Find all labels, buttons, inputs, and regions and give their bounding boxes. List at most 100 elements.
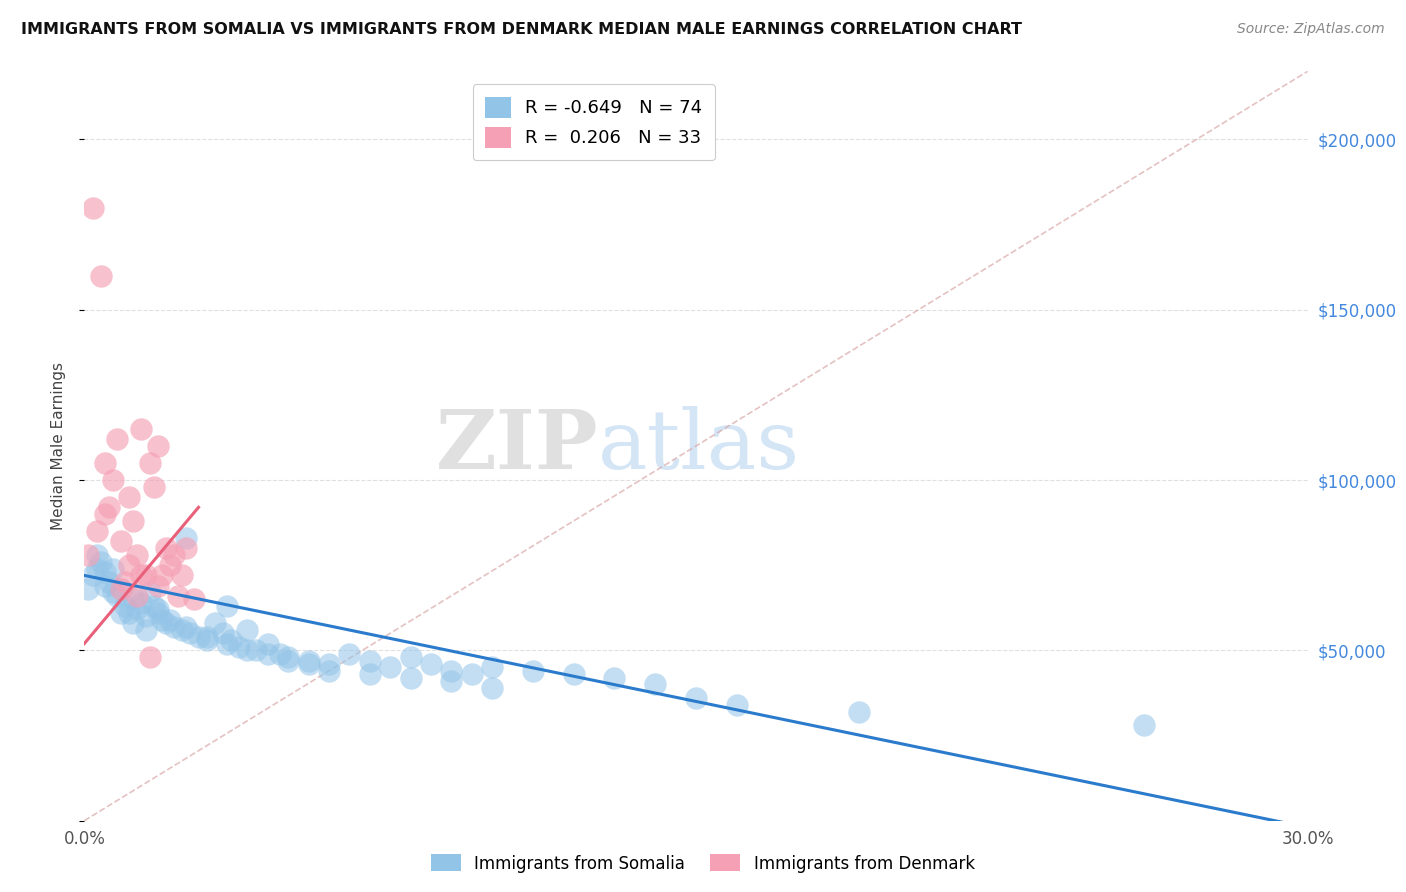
Point	[172, 568, 194, 582]
Point	[127, 589, 149, 603]
Point	[257, 636, 280, 650]
Point	[110, 582, 132, 596]
Point	[93, 579, 115, 593]
Point	[1133, 718, 1156, 732]
Point	[399, 671, 422, 685]
Point	[277, 650, 299, 665]
Point	[146, 579, 169, 593]
Point	[219, 633, 242, 648]
Point	[138, 650, 160, 665]
Point	[318, 657, 340, 671]
Point	[110, 534, 132, 549]
Point	[101, 585, 124, 599]
Point	[848, 705, 870, 719]
Point	[481, 681, 503, 695]
Point	[150, 613, 173, 627]
Point	[440, 673, 463, 688]
Point	[245, 643, 267, 657]
Point	[131, 596, 153, 610]
Point	[118, 606, 141, 620]
Point	[135, 623, 157, 637]
Text: Source: ZipAtlas.com: Source: ZipAtlas.com	[1237, 22, 1385, 37]
Point	[122, 592, 145, 607]
Point	[228, 640, 250, 654]
Point	[195, 630, 218, 644]
Point	[77, 548, 100, 562]
Point	[217, 636, 239, 650]
Point	[155, 616, 177, 631]
Point	[163, 548, 186, 562]
Point	[93, 507, 115, 521]
Point	[481, 660, 503, 674]
Point	[183, 592, 205, 607]
Point	[159, 613, 181, 627]
Point	[146, 606, 169, 620]
Point	[97, 575, 120, 590]
Point	[172, 623, 194, 637]
Point	[101, 561, 124, 575]
Text: atlas: atlas	[598, 406, 800, 486]
Point	[114, 599, 136, 613]
Point	[86, 548, 108, 562]
Point	[138, 585, 160, 599]
Point	[187, 630, 209, 644]
Point	[86, 561, 108, 575]
Point	[179, 626, 201, 640]
Point	[127, 602, 149, 616]
Point	[101, 473, 124, 487]
Point	[118, 558, 141, 573]
Point	[86, 524, 108, 538]
Point	[236, 643, 259, 657]
Point	[195, 633, 218, 648]
Point	[399, 650, 422, 665]
Point	[174, 541, 197, 556]
Point	[110, 582, 132, 596]
Point	[725, 698, 748, 712]
Point	[522, 664, 544, 678]
Point	[138, 456, 160, 470]
Point	[114, 575, 136, 590]
Point	[135, 568, 157, 582]
Point	[82, 201, 104, 215]
Point	[461, 667, 484, 681]
Point	[212, 626, 235, 640]
Point	[146, 602, 169, 616]
Point	[93, 456, 115, 470]
Point	[131, 568, 153, 582]
Point	[257, 647, 280, 661]
Text: IMMIGRANTS FROM SOMALIA VS IMMIGRANTS FROM DENMARK MEDIAN MALE EARNINGS CORRELAT: IMMIGRANTS FROM SOMALIA VS IMMIGRANTS FR…	[21, 22, 1022, 37]
Point	[174, 619, 197, 633]
Point	[97, 500, 120, 515]
Y-axis label: Median Male Earnings: Median Male Earnings	[51, 362, 66, 530]
Point	[685, 691, 707, 706]
Point	[142, 599, 165, 613]
Point	[131, 422, 153, 436]
Point	[318, 664, 340, 678]
Point	[269, 647, 291, 661]
Point	[163, 619, 186, 633]
Point	[159, 558, 181, 573]
Point	[236, 623, 259, 637]
Point	[150, 568, 173, 582]
Point	[93, 565, 115, 579]
Point	[298, 654, 321, 668]
Point	[204, 616, 226, 631]
Point	[440, 664, 463, 678]
Point	[110, 606, 132, 620]
Point	[135, 609, 157, 624]
Point	[298, 657, 321, 671]
Point	[644, 677, 666, 691]
Point	[122, 616, 145, 631]
Point	[90, 268, 112, 283]
Point	[90, 555, 112, 569]
Point	[127, 548, 149, 562]
Point	[339, 647, 361, 661]
Point	[122, 514, 145, 528]
Point	[105, 432, 128, 446]
Point	[77, 582, 100, 596]
Point	[142, 480, 165, 494]
Point	[359, 654, 381, 668]
Legend: R = -0.649   N = 74, R =  0.206   N = 33: R = -0.649 N = 74, R = 0.206 N = 33	[472, 84, 714, 161]
Text: ZIP: ZIP	[436, 406, 598, 486]
Point	[603, 671, 626, 685]
